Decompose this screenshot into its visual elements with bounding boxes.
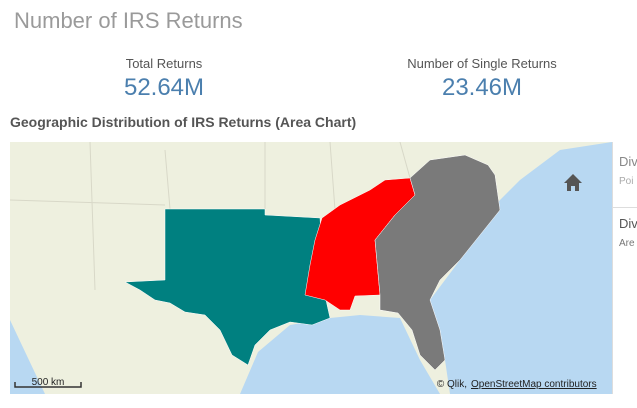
page-title: Number of IRS Returns bbox=[14, 8, 243, 33]
kpi-label: Number of Single Returns bbox=[407, 56, 557, 71]
legend-divider bbox=[613, 207, 637, 208]
legend-title: Div bbox=[619, 216, 637, 231]
ocean bbox=[10, 320, 45, 394]
region-east[interactable] bbox=[374, 154, 501, 371]
attribution: © Qlik, bbox=[437, 379, 467, 390]
map[interactable]: 500 km © Qlik, OpenStreetMap contributor… bbox=[10, 142, 612, 394]
legend-subtitle: Poi bbox=[619, 176, 634, 187]
kpi-value: 52.64M bbox=[123, 74, 205, 101]
attribution-link[interactable]: OpenStreetMap contributors bbox=[471, 379, 597, 390]
legend-panel: Div Poi Div Are bbox=[612, 142, 637, 394]
legend-title: Div bbox=[619, 154, 637, 169]
ocean bbox=[240, 315, 440, 394]
legend-subtitle: Are bbox=[619, 238, 635, 249]
map-title: Geographic Distribution of IRS Returns (… bbox=[10, 114, 357, 130]
borders bbox=[10, 142, 411, 291]
home-button[interactable] bbox=[564, 174, 582, 191]
ocean bbox=[430, 142, 612, 394]
kpi-value: 23.46M bbox=[441, 74, 523, 101]
kpi-label: Total Returns bbox=[125, 56, 203, 71]
scale-label: 500 km bbox=[32, 377, 65, 388]
scale-bar bbox=[14, 382, 82, 388]
